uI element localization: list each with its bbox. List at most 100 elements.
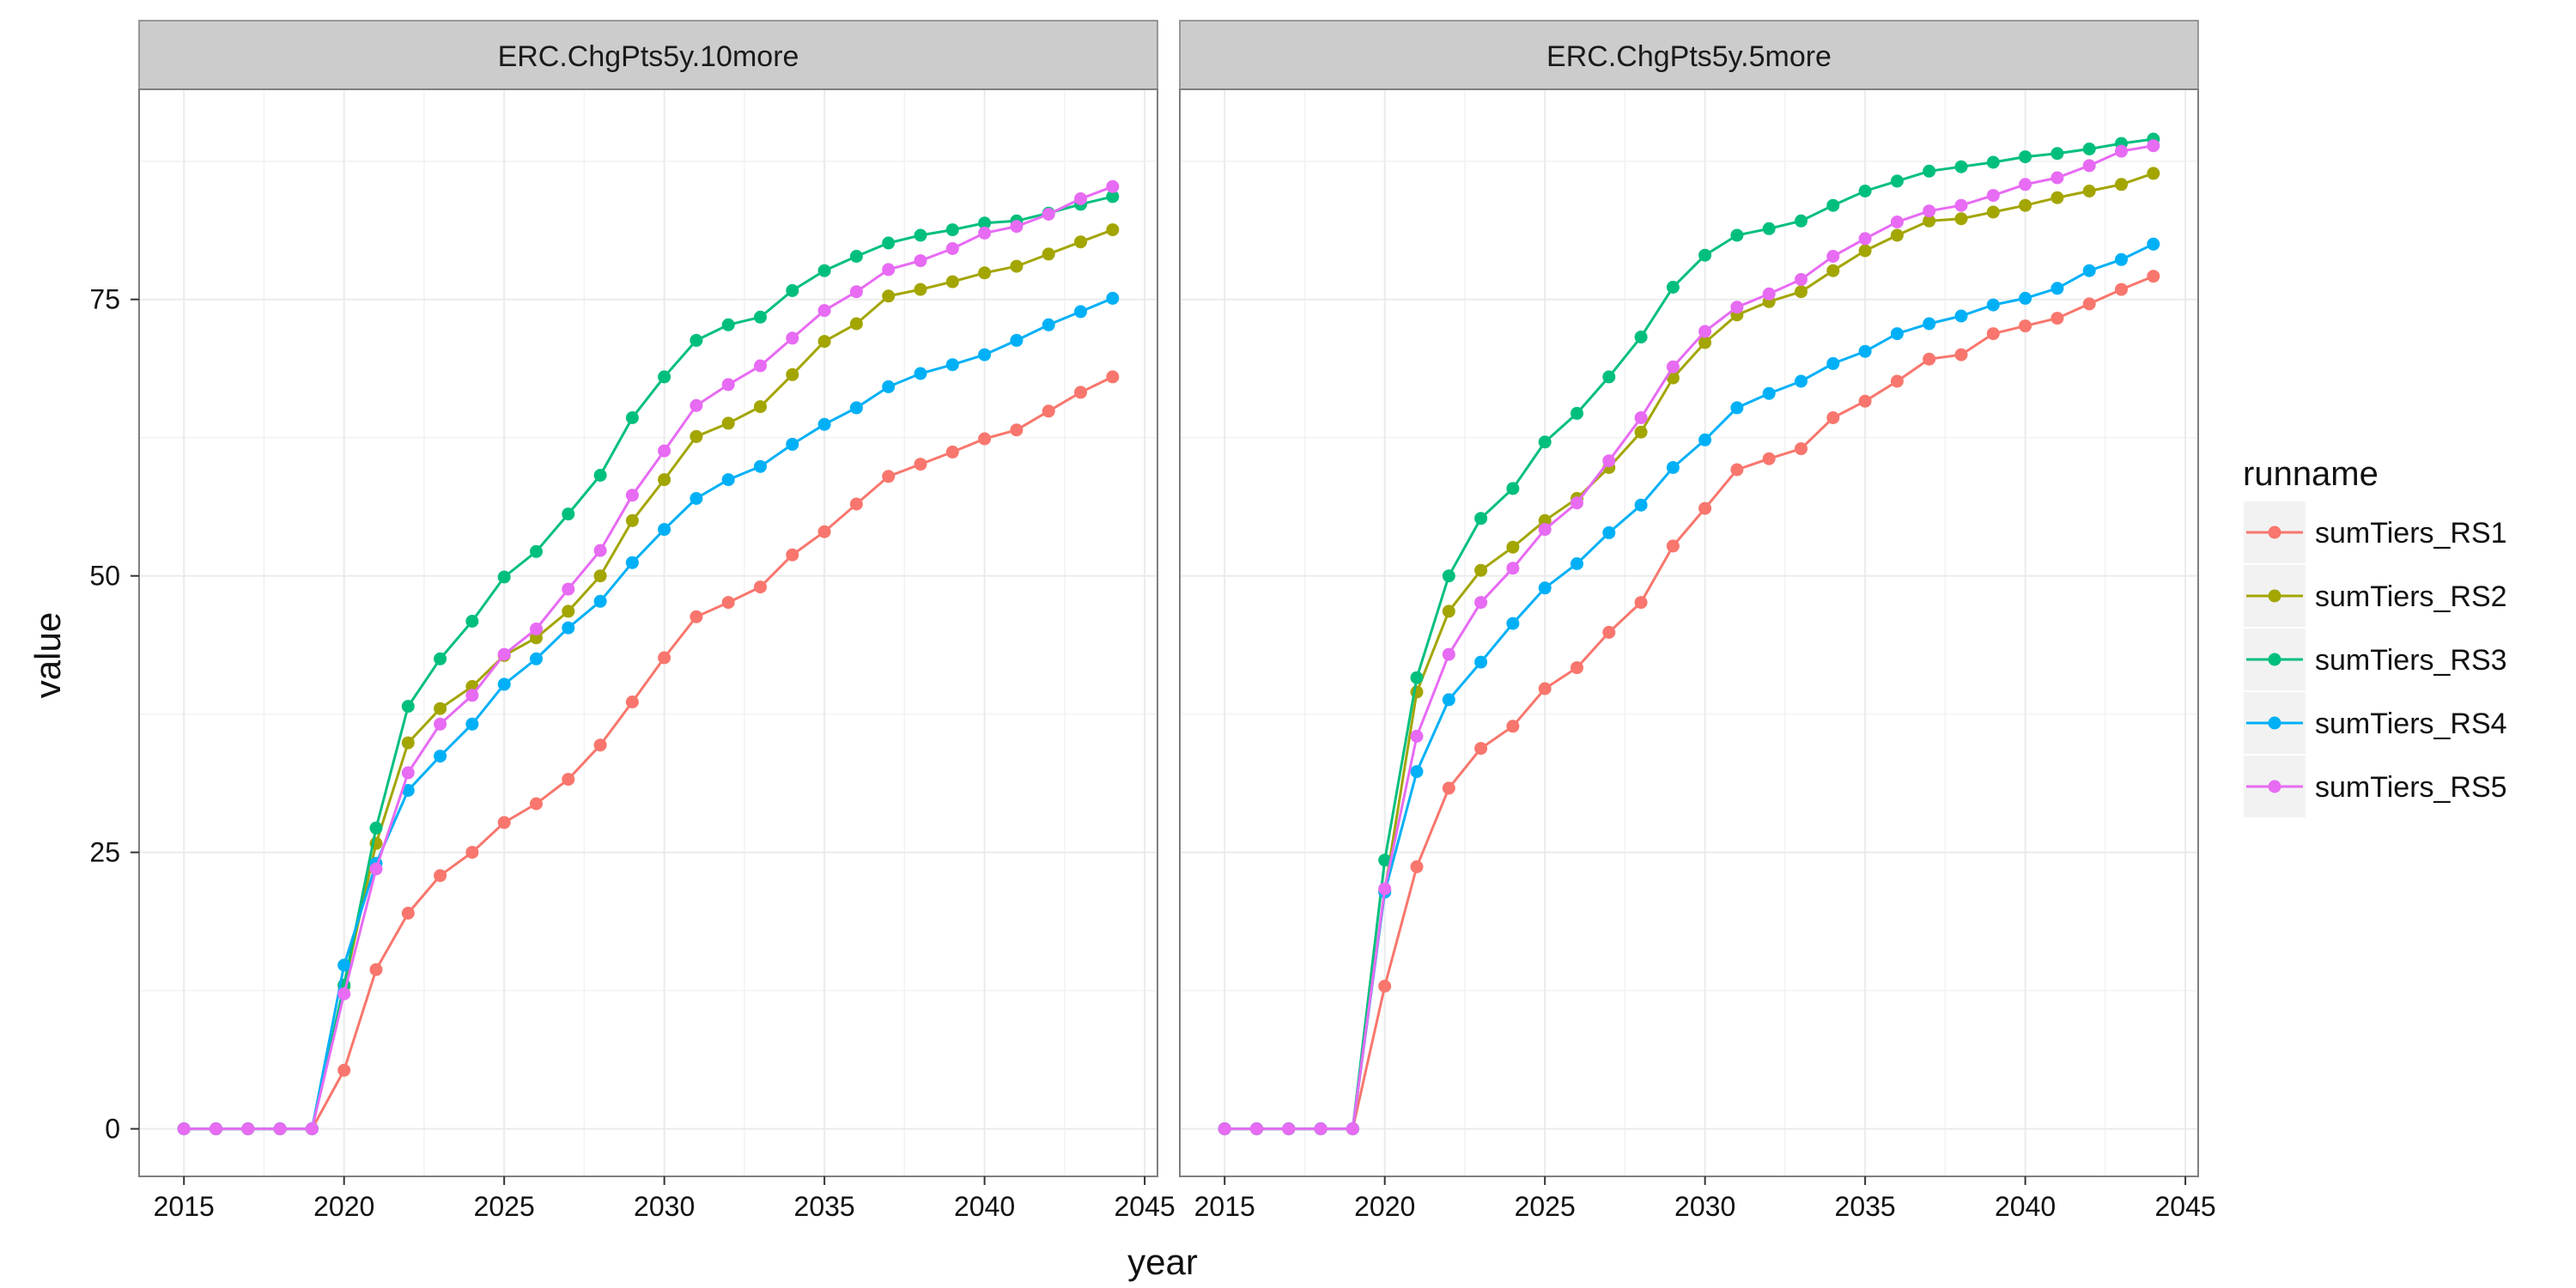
data-point — [914, 367, 927, 380]
data-point — [849, 497, 863, 511]
facet-title: ERC.ChgPts5y.5more — [1546, 40, 1832, 73]
data-point — [690, 610, 703, 623]
legend: runname sumTiers_RS1 sumTiers_RS2 sumTiers… — [2242, 455, 2507, 819]
data-point — [658, 444, 671, 458]
data-point — [2019, 291, 2032, 305]
data-point — [658, 473, 671, 487]
data-point — [2115, 283, 2128, 296]
data-point — [1571, 557, 1583, 570]
x-axis: 2015 2020 2025 2030 2035 2040 2045 — [154, 1176, 1176, 1222]
data-point — [658, 370, 671, 384]
data-point — [369, 821, 383, 835]
data-point — [978, 348, 992, 361]
data-point — [786, 331, 799, 345]
data-point — [401, 700, 415, 714]
data-point — [1602, 370, 1616, 384]
data-point — [562, 621, 575, 635]
x-tick-label: 2030 — [634, 1191, 695, 1222]
data-point — [1923, 214, 1936, 228]
legend-item-sumTiers_RS5: sumTiers_RS5 — [2242, 754, 2507, 819]
data-point — [914, 458, 927, 471]
data-point — [914, 283, 927, 296]
data-point — [1602, 454, 1616, 468]
data-point — [658, 523, 671, 537]
data-point — [434, 750, 447, 763]
data-point — [721, 378, 735, 392]
data-point — [434, 869, 447, 883]
y-tick-label: 0 — [105, 1114, 120, 1145]
data-point — [1010, 259, 1024, 273]
data-point — [1410, 671, 1424, 684]
data-point — [2115, 252, 2128, 266]
data-point — [337, 1063, 351, 1077]
data-point — [593, 469, 607, 482]
data-point — [754, 580, 767, 594]
data-point — [401, 736, 415, 750]
data-point — [849, 401, 863, 415]
y-tick-label: 25 — [89, 837, 120, 868]
data-point — [690, 492, 703, 505]
data-point — [2082, 264, 2096, 277]
data-point — [1666, 360, 1680, 374]
data-point — [593, 544, 607, 557]
data-point — [1538, 682, 1552, 696]
data-point — [562, 507, 575, 521]
legend-key-point — [2268, 526, 2281, 539]
x-tick-label: 2040 — [1995, 1191, 2056, 1222]
data-point — [1730, 401, 1744, 415]
data-point — [401, 766, 415, 780]
x-tick-label: 2020 — [313, 1191, 374, 1222]
data-point — [1795, 374, 1807, 388]
data-point — [1042, 318, 1055, 331]
data-point — [530, 797, 543, 811]
data-point — [1442, 569, 1455, 583]
data-point — [817, 335, 831, 349]
x-tick-label: 2045 — [2154, 1191, 2215, 1222]
data-point — [465, 689, 479, 702]
data-point — [1571, 661, 1583, 675]
data-point — [1826, 198, 1840, 212]
data-point — [978, 432, 992, 446]
data-point — [1890, 228, 1904, 242]
data-point — [2147, 139, 2160, 153]
plot-background — [139, 89, 1157, 1176]
data-point — [2050, 171, 2064, 185]
data-point — [593, 738, 607, 752]
gridlines — [1180, 89, 2198, 1176]
data-point — [1106, 223, 1120, 237]
data-point — [1410, 765, 1424, 779]
data-point — [1474, 742, 1488, 756]
data-point — [1346, 1122, 1359, 1136]
x-tick-label: 2015 — [154, 1191, 215, 1222]
data-point — [1666, 539, 1680, 553]
data-point — [914, 254, 927, 268]
data-point — [914, 228, 927, 242]
data-point — [465, 717, 479, 731]
plot-background — [1180, 89, 2198, 1176]
data-point — [1666, 461, 1680, 474]
data-point — [1890, 374, 1904, 388]
data-point — [721, 473, 735, 487]
legend-key-point — [2268, 589, 2281, 603]
data-point — [369, 963, 383, 976]
data-point — [1795, 285, 1807, 299]
data-point — [1042, 247, 1055, 261]
data-point — [1602, 526, 1616, 539]
data-point — [1890, 327, 1904, 341]
data-point — [1042, 404, 1055, 418]
x-tick-label: 2040 — [954, 1191, 1015, 1222]
data-point — [690, 429, 703, 443]
data-point — [1826, 411, 1840, 424]
legend-key-point — [2268, 780, 2281, 793]
gridlines — [139, 89, 1157, 1176]
data-point — [593, 594, 607, 608]
data-point — [1410, 860, 1424, 873]
data-point — [1826, 264, 1840, 277]
data-point — [754, 359, 767, 373]
data-point — [786, 437, 799, 451]
data-point — [978, 266, 992, 280]
data-point — [2147, 237, 2160, 251]
